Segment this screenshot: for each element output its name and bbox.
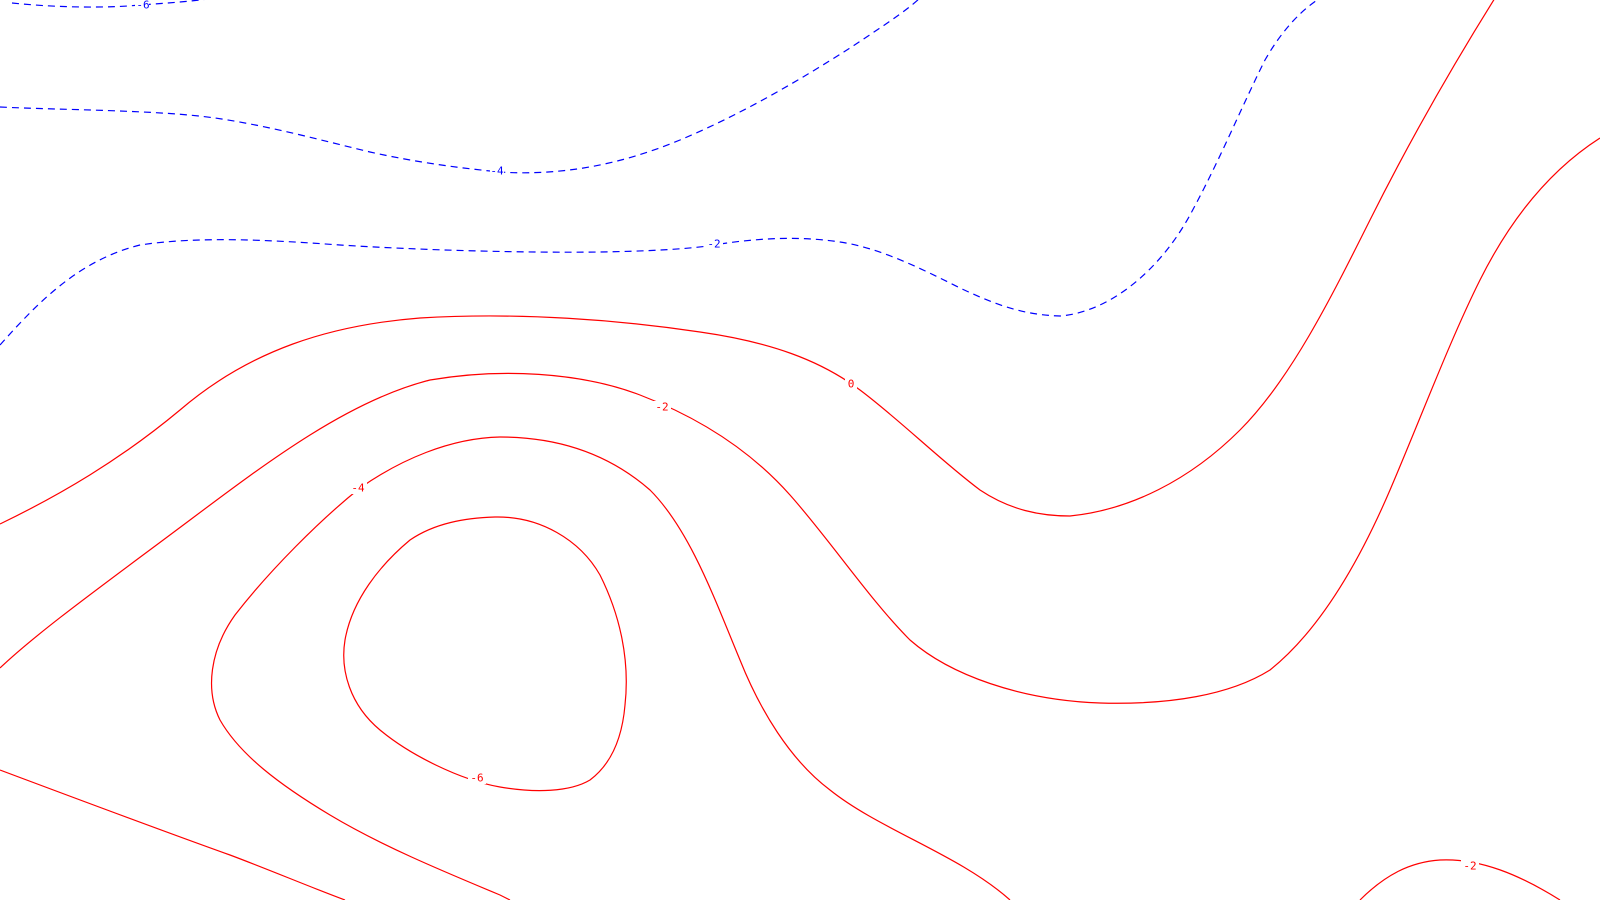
contour-line-red-minus4 bbox=[210, 436, 1011, 900]
contour-label: -6 bbox=[136, 0, 149, 12]
contour-line-red-bottom-left bbox=[0, 769, 346, 900]
contour-label: -2 bbox=[655, 401, 668, 414]
contour-line-red-minus2 bbox=[0, 137, 1600, 704]
contour-line-red-bottom-right-arc bbox=[1359, 859, 1561, 900]
contour-line-blue-minus6 bbox=[11, 0, 205, 8]
contour-line-blue-minus2 bbox=[0, 0, 1319, 346]
contour-label: 0 bbox=[848, 378, 855, 391]
contour-line-red-zero bbox=[0, 0, 1495, 525]
contour-label: -2 bbox=[1463, 860, 1476, 873]
contour-line-red-minus6-loop bbox=[343, 516, 627, 792]
contour-line-blue-minus4 bbox=[0, 0, 919, 174]
contour-label: -6 bbox=[470, 772, 483, 785]
contour-label: -4 bbox=[490, 165, 504, 178]
contour-label: -2 bbox=[707, 238, 720, 251]
contour-label: -4 bbox=[351, 482, 365, 495]
